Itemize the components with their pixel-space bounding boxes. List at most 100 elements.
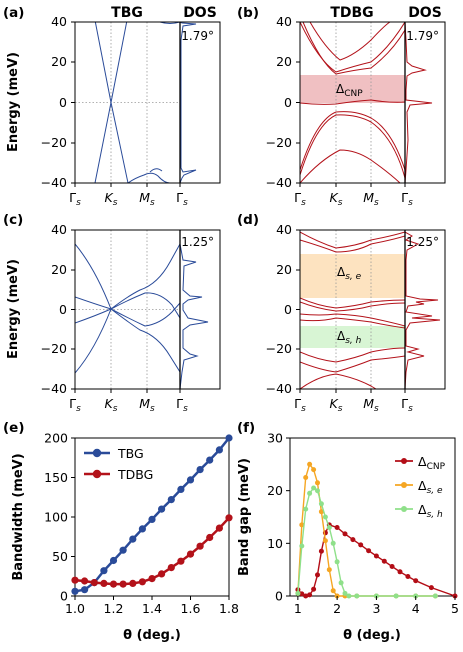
- ytick-label: 0: [284, 302, 292, 317]
- data-point: [303, 593, 309, 599]
- gap-se-label: Δs, e: [337, 265, 362, 282]
- panel-d-xaxis: Γs Ks Ms Γs: [294, 389, 413, 414]
- data-point: [318, 548, 324, 554]
- legend-label-se: Δs, e: [418, 478, 443, 496]
- data-point: [366, 548, 372, 554]
- ytick-label: 150: [44, 470, 68, 485]
- data-point: [167, 564, 175, 572]
- data-point: [358, 542, 364, 548]
- xtick-label: Ks: [330, 396, 343, 414]
- data-point: [138, 525, 146, 533]
- data-point: [196, 466, 204, 474]
- data-point: [322, 514, 328, 520]
- ytick-label: 20: [51, 262, 67, 277]
- data-point: [109, 556, 118, 565]
- panel-c-xaxis: Γs Ks Ms Γs: [69, 389, 188, 414]
- data-point: [334, 559, 340, 565]
- ytick-label: 20: [276, 54, 292, 69]
- data-point: [307, 461, 313, 467]
- xtick-label: Γs: [401, 396, 413, 414]
- data-point: [311, 467, 317, 473]
- x-axis-label: θ (deg.): [343, 628, 401, 643]
- ytick-label: 0: [60, 589, 68, 604]
- data-point: [119, 580, 127, 588]
- panel-a: (a) TBG DOS 1.79° 40 20 0: [3, 5, 221, 208]
- data-point: [148, 575, 156, 583]
- data-point: [338, 580, 344, 586]
- panel-e-yaxis: 0 50 100 150 200: [44, 431, 75, 604]
- xtick-label: 2: [333, 601, 341, 616]
- data-point: [186, 550, 195, 558]
- gap-cnp-label: ΔCNP: [336, 82, 363, 99]
- ytick-label: −40: [266, 175, 292, 190]
- ytick-label: −40: [41, 175, 67, 190]
- xtick-label: Γs: [176, 396, 188, 414]
- xtick-label: Ks: [105, 396, 118, 414]
- y-axis-label: Energy (meV): [6, 259, 21, 359]
- data-point: [330, 588, 336, 594]
- data-point: [299, 543, 305, 549]
- data-point: [397, 569, 403, 575]
- data-point: [206, 533, 214, 542]
- panel-c-yaxis: 40 20 0 −20 −40 Energy (meV): [6, 222, 75, 396]
- data-point: [299, 522, 305, 528]
- data-point: [330, 540, 336, 546]
- data-point: [129, 579, 137, 588]
- data-point: [148, 515, 156, 524]
- data-point: [100, 567, 108, 575]
- ytick-label: −20: [41, 341, 67, 356]
- data-point: [315, 572, 320, 578]
- panel-d: (d) 1.25° Δs, e Δs, h: [237, 212, 446, 414]
- xtick-label: Γs: [294, 396, 306, 414]
- data-point: [413, 578, 419, 584]
- data-point: [215, 524, 223, 532]
- data-point: [225, 434, 233, 442]
- angle-label: 1.25°: [181, 235, 214, 249]
- ytick-label: 20: [51, 54, 67, 69]
- tdbg-bands-179: [300, 22, 405, 183]
- xtick-label: 1.8: [219, 601, 239, 616]
- ytick-label: 40: [276, 14, 292, 29]
- data-point: [100, 579, 108, 588]
- data-point: [299, 591, 305, 597]
- data-point: [342, 531, 348, 537]
- data-point: [315, 488, 320, 494]
- panel-b-dos-title: DOS: [408, 5, 442, 21]
- panel-c-label: (c): [3, 212, 23, 228]
- ytick-label: 0: [284, 95, 292, 110]
- data-point: [215, 446, 223, 454]
- panel-c: (c) 1.25° 40 20 0 −20: [3, 212, 221, 414]
- panel-f: (f) 0 10 20 30 1 2 3 4 5 Band gap (meV) θ (deg.…: [237, 420, 459, 643]
- legend-label-cnp: ΔCNP: [418, 454, 446, 472]
- data-point: [303, 506, 309, 512]
- panel-d-frame: [299, 229, 446, 390]
- data-point: [322, 538, 328, 544]
- data-point: [90, 579, 98, 587]
- series-line-0: [74, 437, 230, 593]
- ytick-label: −20: [41, 135, 67, 150]
- data-point: [350, 537, 356, 543]
- data-point: [186, 476, 195, 484]
- data-point: [334, 525, 340, 530]
- data-point: [167, 496, 175, 504]
- xtick-label: 1: [294, 601, 302, 616]
- xtick-label: 1.4: [142, 601, 162, 616]
- xtick-label: Ks: [105, 190, 118, 208]
- x-axis-label: θ (deg.): [123, 628, 181, 643]
- panel-f-label: (f): [237, 420, 255, 436]
- ytick-label: −40: [266, 381, 292, 396]
- tbg-bands-179: [94, 22, 180, 183]
- ytick-label: −20: [266, 135, 292, 150]
- panel-f-yaxis: 0 10 20 30: [267, 431, 290, 604]
- legend-marker-se: [401, 482, 407, 488]
- gap-sh-label: Δs, h: [337, 329, 362, 346]
- data-point: [381, 558, 387, 564]
- data-point: [311, 586, 317, 592]
- data-point: [71, 576, 79, 584]
- data-point: [119, 546, 127, 554]
- tbg-bands-125: [75, 243, 180, 374]
- xtick-label: Γs: [176, 190, 188, 208]
- panel-b: (b) TDBG DOS 1.79° ΔCNP 40 20: [237, 5, 446, 208]
- data-point: [342, 590, 348, 596]
- data-point: [318, 501, 324, 507]
